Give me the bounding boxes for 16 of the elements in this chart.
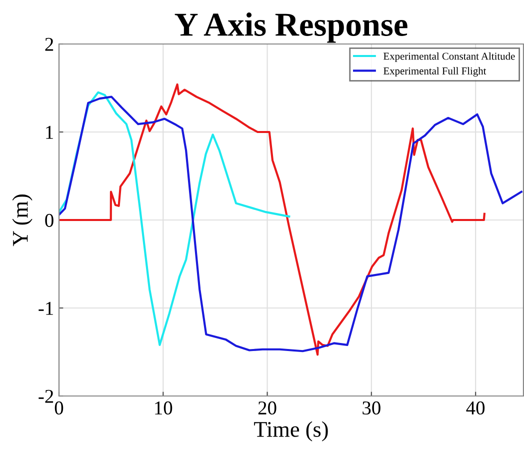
y-tick-label: -2: [38, 390, 54, 403]
x-tick-label: 0: [54, 401, 64, 415]
x-axis-title: Time (s): [254, 421, 328, 442]
line-series: [59, 91, 290, 346]
chart-title: Y Axis Response: [174, 12, 408, 43]
y-tick-label: 1: [46, 126, 53, 139]
legend-label: Experimental Full Flight: [384, 67, 486, 77]
x-tick-label: 20: [258, 401, 276, 415]
y-tick-label: -1: [38, 302, 53, 315]
y-axis-title: Y (m): [12, 194, 32, 246]
x-tick-label: 10: [155, 401, 172, 415]
y-tick-label: 0: [45, 214, 54, 227]
legend-label: Experimental Constant Altitude: [384, 52, 515, 62]
x-tick-label: 30: [362, 401, 380, 415]
x-tick-label: 40: [466, 401, 485, 415]
y-tick-label: 2: [45, 38, 54, 51]
